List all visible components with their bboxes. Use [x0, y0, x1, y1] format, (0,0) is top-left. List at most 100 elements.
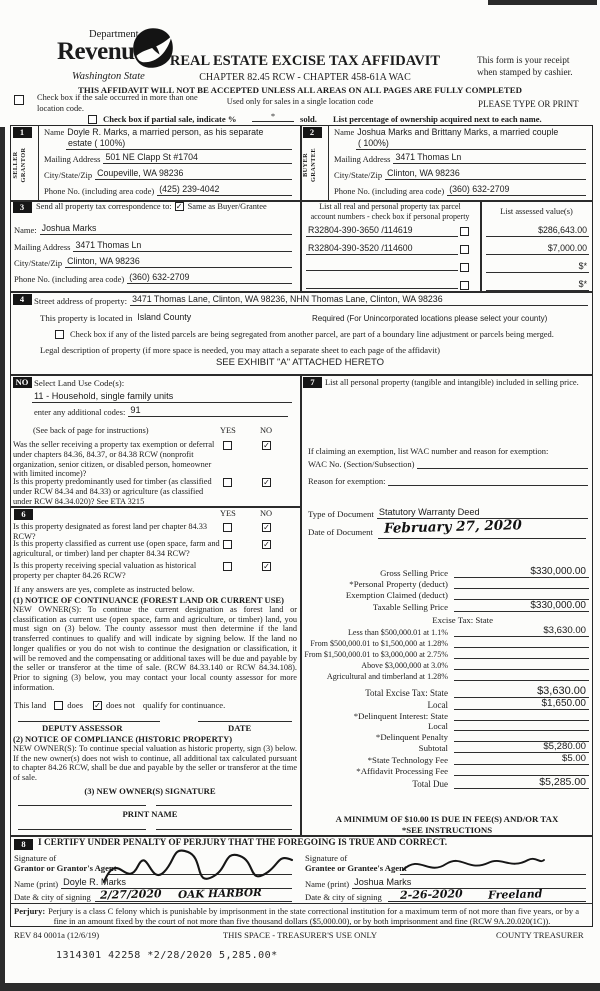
q-exemption-no-checkbox[interactable]: ✓ [262, 441, 271, 450]
parcel-number-field[interactable]: R32804-390-3520 /114600 [306, 243, 458, 255]
question-seller-exemption: Was the seller receiving a property tax … [13, 440, 215, 479]
tax-row-label: Exemption Claimed (deduct) [345, 590, 448, 600]
tax-row-value[interactable]: $3,630.00 [454, 685, 589, 698]
assessed-value-field[interactable]: $286,643.00 [486, 225, 589, 237]
tax-row-value[interactable]: $330,000.00 [454, 566, 589, 578]
grantee-city-field[interactable]: Freeland [487, 887, 543, 902]
wac-field[interactable] [417, 459, 588, 469]
buyer-mailing-field[interactable]: 3471 Thomas Ln [393, 152, 586, 164]
tax-row-value[interactable]: $330,000.00 [454, 600, 589, 612]
street-address-field[interactable]: 3471 Thomas Lane, Clinton, WA 98236, NHN… [130, 294, 588, 306]
tax-row-value[interactable] [454, 646, 589, 648]
divider [10, 903, 593, 904]
q-timber-no-checkbox[interactable]: ✓ [262, 478, 271, 487]
grantor-name-field[interactable]: Doyle R. Marks [61, 877, 292, 890]
deputy-date-line[interactable] [198, 721, 292, 722]
same-as-buyer-checkbox[interactable]: ✓ [174, 202, 184, 211]
seller-mailing-field[interactable]: 501 NE Clapp St #1704 [103, 152, 292, 164]
q-historic-yes-checkbox[interactable] [223, 562, 232, 571]
tax-row-value[interactable] [454, 740, 589, 742]
assessed-value-field[interactable]: $* [486, 279, 589, 291]
additional-codes-field[interactable]: 91 [128, 405, 288, 418]
q-current-use-yes-checkbox[interactable] [223, 540, 232, 549]
does-checkbox[interactable] [54, 700, 64, 710]
county-field[interactable]: Island County [137, 312, 192, 322]
buyer-name-line1[interactable]: Joshua Marks and Brittany Marks, a marri… [357, 127, 559, 137]
grantor-city-field[interactable]: OAK HARBOR [177, 886, 262, 902]
owner-print-name-line[interactable] [156, 829, 292, 830]
does-not-checkbox[interactable]: ✓ [93, 700, 102, 710]
q-timber-yes-checkbox[interactable] [223, 478, 232, 487]
grantee-name-field[interactable]: Joshua Marks [352, 877, 586, 890]
buyer-name-line2-field[interactable]: ( 100%) [356, 138, 586, 150]
assessed-value-field[interactable]: $7,000.00 [486, 243, 589, 255]
tax-row-value[interactable] [454, 599, 589, 600]
receipt-note-line2: when stamped by cashier. [477, 68, 573, 79]
partial-sale-percent-field[interactable]: * [252, 111, 294, 122]
multi-location-checkbox[interactable] [14, 95, 24, 105]
seller-phone-field[interactable]: (425) 239-4042 [157, 184, 292, 196]
tax-row-label: *State Technology Fee [367, 754, 448, 765]
tax-row-label: Local [427, 721, 448, 731]
buyer-mailing-row: Mailing Address 3471 Thomas Ln [334, 152, 586, 164]
parcel-personal-checkbox[interactable] [460, 263, 469, 272]
parcel-personal-checkbox[interactable] [460, 281, 469, 290]
deputy-assessor-line[interactable] [18, 721, 160, 722]
seller-name-line1[interactable]: Doyle R. Marks, a married person, as his… [67, 127, 264, 137]
tax-row-value[interactable]: $5,285.00 [454, 776, 589, 789]
legal-description-value[interactable]: SEE EXHIBIT "A" ATTACHED HERETO [215, 357, 385, 368]
tax-row-label: *Delinquent Interest: State [353, 710, 448, 721]
owner-signature-line[interactable] [18, 805, 146, 806]
owner-print-name-line[interactable] [18, 829, 146, 830]
parcel-number-field[interactable] [306, 279, 458, 289]
notice-continuance-body: NEW OWNER(S): To continue the current de… [13, 605, 297, 692]
exemption-reason-row: Reason for exemption: [308, 476, 588, 486]
tax-row-value[interactable]: $1,650.00 [454, 698, 589, 710]
grantee-date-field[interactable]: 2-26-2020 [399, 887, 463, 902]
dept-of-label: Department of [89, 29, 150, 40]
tax-row-label: Above $3,000,000 at 3.0% [361, 660, 448, 670]
corr-name-field[interactable]: Joshua Marks [39, 223, 292, 235]
buyer-city-field[interactable]: Clinton, WA 98236 [385, 168, 586, 180]
parcel-number-field[interactable]: R32804-390-3650 /114619 [306, 225, 458, 237]
seller-name-line2-field[interactable]: estate ( 100%) [66, 138, 292, 150]
tax-row-value[interactable] [454, 668, 589, 670]
assessed-value-field[interactable]: $* [486, 261, 589, 273]
revenue-logo-text: Revenue [57, 38, 146, 65]
owner-signature-line[interactable] [156, 805, 292, 806]
grantee-signature-line[interactable] [400, 874, 586, 875]
tax-row-value[interactable] [454, 679, 589, 681]
corr-phone-field[interactable]: (360) 632-2709 [127, 272, 292, 284]
divider [38, 125, 39, 200]
tax-row-value[interactable] [454, 657, 589, 659]
q-exemption-yes-checkbox[interactable] [223, 441, 232, 450]
exemption-reason-field[interactable] [388, 476, 588, 486]
seller-city-row: City/State/Zip Coupeville, WA 98236 [44, 168, 292, 180]
q-current-use-no-checkbox[interactable]: ✓ [262, 540, 271, 549]
q-forest-no-checkbox[interactable]: ✓ [262, 523, 271, 532]
q-forest-yes-checkbox[interactable] [223, 523, 232, 532]
seller-city-field[interactable]: Coupeville, WA 98236 [95, 168, 292, 180]
deputy-assessor-label: DEPUTY ASSESSOR [42, 723, 123, 733]
tax-row-value[interactable] [454, 588, 589, 589]
q-historic-no-checkbox[interactable]: ✓ [262, 562, 271, 571]
corr-mailing-field[interactable]: 3471 Thomas Ln [73, 240, 292, 252]
grantor-date-field[interactable]: 2/27/2020 [99, 887, 162, 902]
tax-row: *Affidavit Processing Fee [300, 765, 589, 776]
parcel-number-field[interactable] [306, 261, 458, 271]
partial-sale-checkbox[interactable] [88, 115, 97, 124]
segregated-checkbox[interactable] [55, 330, 64, 339]
tax-row-value[interactable]: $5.00 [454, 753, 589, 765]
doc-type-field[interactable]: Statutory Warranty Deed [376, 507, 588, 520]
tax-row-value[interactable] [454, 719, 589, 721]
buyer-phone-field[interactable]: (360) 632-2709 [447, 184, 586, 196]
tax-row-value[interactable]: $5,280.00 [454, 741, 589, 753]
tax-row-value[interactable] [454, 775, 589, 776]
corr-city-field[interactable]: Clinton, WA 98236 [65, 256, 292, 268]
parcel-personal-checkbox[interactable] [460, 245, 469, 254]
parcel-personal-checkbox[interactable] [460, 227, 469, 236]
tax-row-value[interactable]: $3,630.00 [454, 625, 589, 637]
tax-row-value[interactable] [454, 730, 589, 731]
seller-phone-label: Phone No. (including area code) [44, 185, 155, 196]
land-use-code-field[interactable]: 11 - Household, single family units [32, 391, 292, 404]
